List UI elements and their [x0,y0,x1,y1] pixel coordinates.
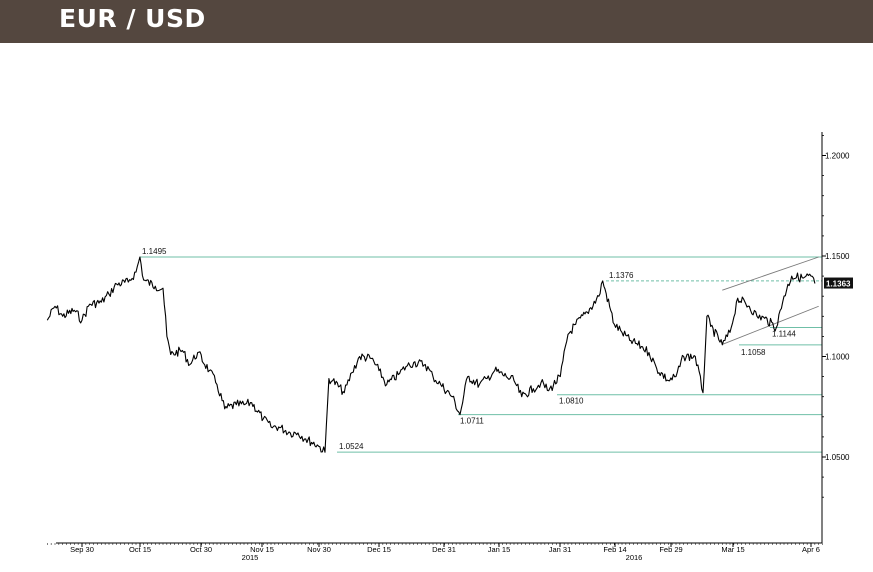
level-label-5: 1.0711 [460,417,484,426]
level-label-3: 1.1058 [741,348,766,357]
x-tick-label-2: Oct 30 [190,545,212,554]
year-label-1: 2016 [626,553,643,562]
y-tick-label-3: 1.0500 [825,453,850,462]
x-tick-label-4: Nov 30 [307,545,331,554]
level-label-4: 1.0810 [559,397,584,406]
channel-line-0 [722,256,819,291]
last-value-tag [824,277,853,289]
x-tick-label-10: Feb 29 [659,545,682,554]
chart-title: EUR / USD [59,4,206,33]
x-tick-label-8: Jan 31 [549,545,572,554]
price-line [46,256,816,453]
level-label-0: 1.1495 [142,247,167,256]
y-tick-label-2: 1.1000 [825,353,850,362]
x-tick-label-0: Sep 30 [70,545,94,554]
x-tick-label-9: Feb 14 [603,545,626,554]
level-label-6: 1.0524 [339,442,364,451]
year-label-0: 2015 [242,553,259,562]
last-value-label: 1.1363 [826,280,851,289]
x-tick-label-5: Dec 15 [367,545,391,554]
y-tick-label-1: 1.1500 [825,252,850,261]
level-label-1: 1.1376 [609,271,634,280]
channel-line-1 [722,305,819,345]
x-tick-label-12: Apr 6 [802,545,820,554]
level-label-2: 1.1144 [772,330,796,339]
x-tick-label-1: Oct 15 [129,545,151,554]
x-tick-label-11: Mar 15 [721,545,744,554]
title-bar: EUR / USD [0,0,873,43]
y-tick-label-0: 1.2000 [825,152,850,161]
x-tick-label-3: Nov 15 [250,545,274,554]
x-tick-label-6: Dec 31 [432,545,456,554]
x-tick-label-7: Jan 15 [488,545,511,554]
